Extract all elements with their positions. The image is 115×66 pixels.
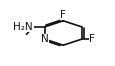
Text: F: F — [60, 10, 66, 20]
Text: H₂N: H₂N — [13, 22, 33, 32]
Text: F: F — [89, 34, 94, 44]
Text: N: N — [40, 34, 48, 44]
